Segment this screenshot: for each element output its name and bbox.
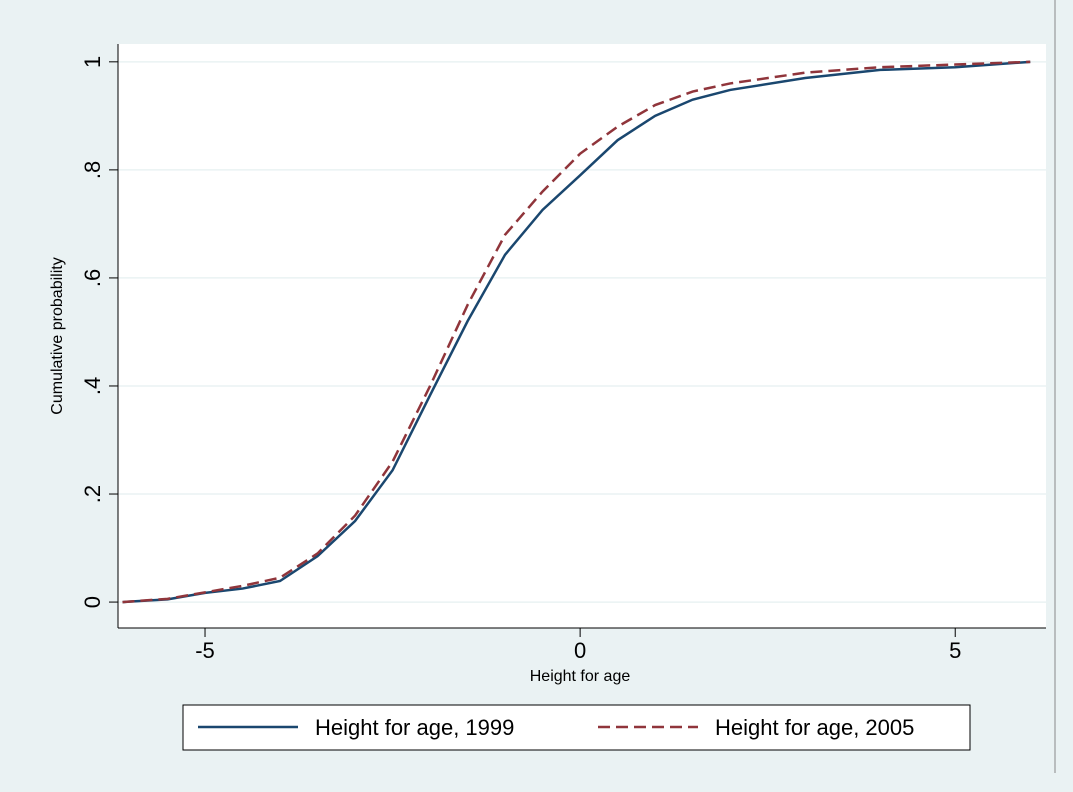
x-tick-label: -5 [195,638,215,663]
series-line [122,60,1031,604]
y-tick-label: 0 [80,596,105,608]
y-tick-label: .6 [80,269,105,287]
legend [182,704,971,751]
y-tick-label: 1 [80,56,105,68]
y-tick-label: .8 [80,161,105,179]
plot-area [118,44,1046,628]
series-line [122,60,1031,604]
legend-label: Height for age, 2005 [715,715,914,740]
y-tick-label: .2 [80,485,105,503]
x-axis-title: Height for age [530,668,631,685]
legend-label: Height for age, 1999 [315,715,514,740]
x-tick-label: 0 [574,638,586,663]
y-tick-label: .4 [80,377,105,395]
y-axis-title: Cumulative probability [49,257,66,414]
x-tick-label: 5 [949,638,961,663]
